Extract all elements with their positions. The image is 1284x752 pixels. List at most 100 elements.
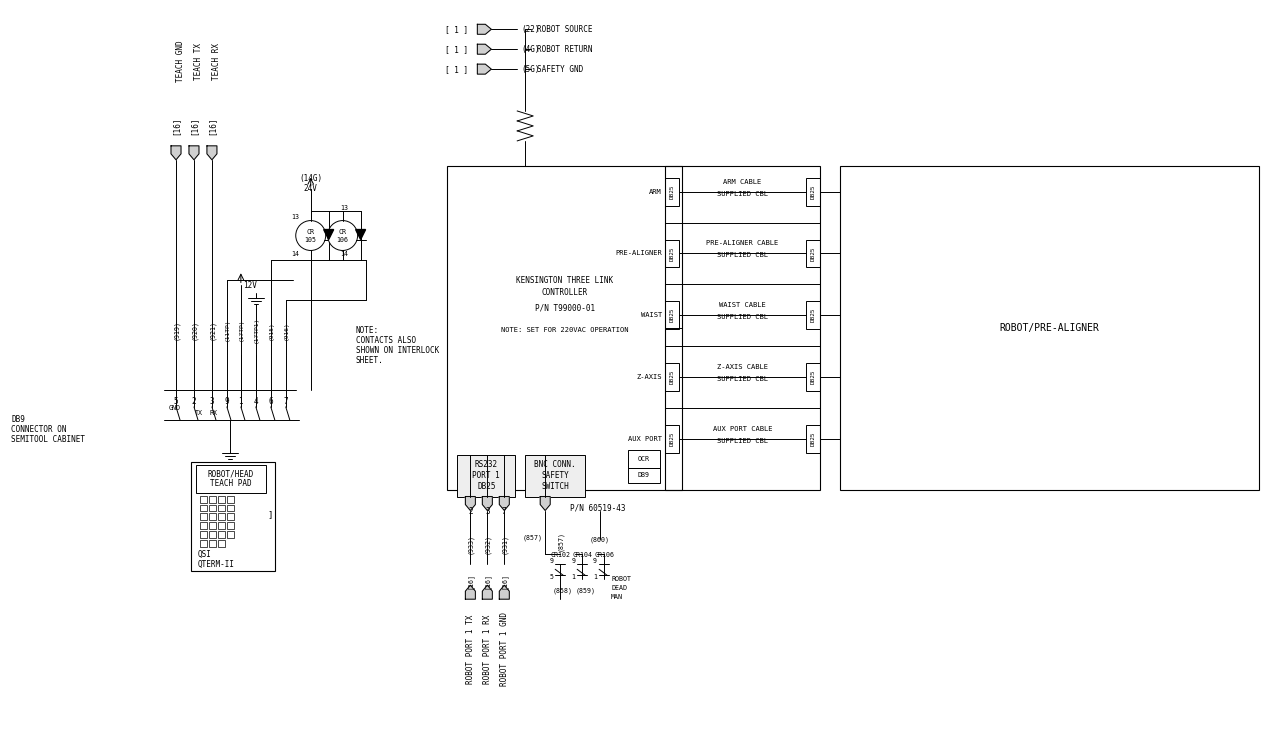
Text: 1: 1 [593, 575, 597, 581]
Bar [200, 514, 207, 520]
Text: DB25: DB25 [669, 370, 674, 384]
Text: 13: 13 [340, 205, 349, 211]
Text: 2: 2 [469, 507, 473, 516]
Text: [16]: [16] [467, 573, 474, 590]
Polygon shape [541, 496, 551, 511]
Text: 4: 4 [253, 397, 258, 406]
Bar [191, 462, 275, 572]
Text: (920): (920) [191, 320, 198, 340]
Text: (860): (860) [591, 536, 610, 543]
Bar [200, 532, 207, 538]
Text: QSI: QSI [198, 550, 212, 559]
Bar [665, 165, 819, 490]
Text: DB9: DB9 [638, 472, 650, 478]
Text: (931): (931) [501, 535, 507, 554]
Bar [227, 514, 234, 520]
Bar [227, 523, 234, 529]
Text: SWITCH: SWITCH [542, 482, 569, 491]
Bar [805, 363, 819, 391]
Text: OCR: OCR [638, 456, 650, 462]
Text: AUX PORT CABLE: AUX PORT CABLE [713, 426, 772, 432]
Bar [209, 514, 216, 520]
Text: ARM CABLE: ARM CABLE [723, 179, 761, 185]
Bar [805, 302, 819, 329]
Bar [209, 541, 216, 547]
Text: PRE-ALIGNER CABLE: PRE-ALIGNER CABLE [706, 241, 778, 247]
Bar [218, 523, 225, 529]
Text: (857): (857) [523, 534, 542, 541]
Text: ROBOT SOURCE: ROBOT SOURCE [537, 25, 593, 34]
Text: (857): (857) [557, 532, 564, 551]
Text: DB25: DB25 [669, 432, 674, 446]
Text: CONNECTOR ON: CONNECTOR ON [12, 426, 67, 435]
Bar [665, 363, 679, 391]
Text: DB25: DB25 [669, 308, 674, 323]
Text: ROBOT RETURN: ROBOT RETURN [537, 44, 593, 53]
Text: 1: 1 [571, 575, 575, 581]
Text: SUPPLIED CBL: SUPPLIED CBL [716, 314, 768, 320]
Bar [200, 541, 207, 547]
Text: NOTE: SET FOR 220VAC OPERATION: NOTE: SET FOR 220VAC OPERATION [501, 327, 628, 333]
Bar [665, 239, 679, 268]
Text: SUPPLIED CBL: SUPPLIED CBL [716, 438, 768, 444]
Text: (919): (919) [173, 320, 180, 340]
Text: DB9: DB9 [12, 415, 26, 424]
Text: (859): (859) [577, 588, 596, 594]
Text: (11TP): (11TP) [225, 319, 230, 341]
Polygon shape [465, 496, 475, 511]
Text: CR106: CR106 [594, 552, 614, 558]
Text: 9: 9 [550, 558, 553, 564]
Text: SAFETY: SAFETY [542, 472, 569, 480]
Text: DB25: DB25 [478, 482, 496, 491]
Text: (5G): (5G) [521, 65, 539, 74]
Bar [805, 177, 819, 205]
Text: (932): (932) [484, 535, 490, 554]
Text: 5: 5 [173, 397, 178, 406]
Bar [805, 425, 819, 453]
Text: [ 1 ]: [ 1 ] [446, 44, 469, 53]
Text: 5: 5 [550, 575, 553, 581]
Polygon shape [499, 496, 510, 511]
Bar [665, 177, 679, 205]
Text: RS232: RS232 [475, 460, 498, 469]
Circle shape [295, 220, 326, 250]
Text: (858): (858) [552, 588, 573, 594]
Text: SUPPLIED CBL: SUPPLIED CBL [716, 376, 768, 382]
Text: SHEET.: SHEET. [356, 356, 384, 365]
Text: 14: 14 [340, 251, 349, 257]
Bar [227, 532, 234, 538]
Text: ROBOT PORT 1 RX: ROBOT PORT 1 RX [483, 614, 492, 684]
Polygon shape [478, 64, 492, 74]
Text: ]: ] [268, 510, 273, 519]
Polygon shape [483, 585, 492, 599]
Text: ROBOT PORT 1 GND: ROBOT PORT 1 GND [499, 612, 508, 686]
Text: [16]: [16] [484, 573, 490, 590]
Polygon shape [171, 146, 181, 160]
Bar [628, 450, 660, 468]
Text: 24V: 24V [304, 184, 317, 193]
Text: WAIST: WAIST [641, 312, 663, 318]
Text: DB25: DB25 [669, 246, 674, 261]
Text: 9: 9 [571, 558, 575, 564]
Text: DB25: DB25 [810, 246, 815, 261]
Bar [200, 496, 207, 502]
Polygon shape [483, 496, 492, 511]
Text: ROBOT/HEAD: ROBOT/HEAD [208, 469, 254, 478]
Bar [457, 455, 515, 496]
Text: DB25: DB25 [810, 308, 815, 323]
Text: TEACH PAD: TEACH PAD [211, 479, 252, 488]
Polygon shape [478, 44, 492, 54]
Text: (916): (916) [284, 321, 289, 340]
Text: DB25: DB25 [810, 432, 815, 446]
Polygon shape [324, 229, 334, 239]
Bar [665, 425, 679, 453]
Text: 7: 7 [502, 507, 507, 516]
Text: 13: 13 [290, 214, 299, 220]
Text: AUX PORT: AUX PORT [628, 435, 663, 441]
Bar [218, 505, 225, 511]
Text: (22): (22) [521, 25, 539, 34]
Text: (4G): (4G) [521, 44, 539, 53]
Bar [840, 165, 1258, 490]
Text: (17TP): (17TP) [239, 319, 244, 341]
Text: Z-AXIS: Z-AXIS [637, 374, 663, 380]
